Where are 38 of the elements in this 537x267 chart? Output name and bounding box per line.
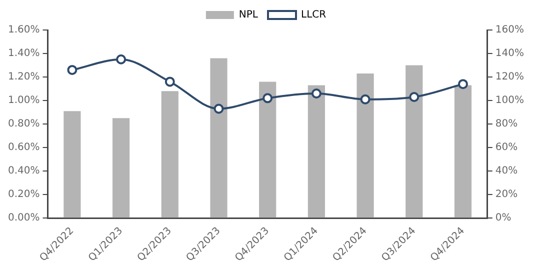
y-tick-label: 0.40% <box>8 166 40 177</box>
y-tick-label: 0.20% <box>8 189 40 200</box>
y2-tick-label: 0% <box>495 212 512 224</box>
y2-tick-label: 40% <box>495 166 518 177</box>
point <box>164 76 175 87</box>
point <box>409 92 420 102</box>
y-tick-label: 0.60% <box>8 142 40 154</box>
y-tick-label: 0.00% <box>8 212 40 224</box>
point <box>116 54 126 64</box>
bar <box>406 65 423 218</box>
y2-tick-label: 160% <box>495 24 524 36</box>
point <box>262 93 273 104</box>
bar <box>64 111 81 218</box>
y2-tick-label: 80% <box>495 118 518 130</box>
legend-label: LLCR <box>301 10 326 21</box>
legend-label: NPL <box>238 10 258 21</box>
y2-tick-label: 100% <box>495 95 524 106</box>
y2-tick-label: 20% <box>495 189 518 200</box>
bar <box>259 82 276 218</box>
y-tick-label: 1.40% <box>8 48 40 60</box>
y2-tick-label: 140% <box>495 48 524 60</box>
bar <box>356 73 374 218</box>
point <box>311 88 322 98</box>
y2-tick-label: 120% <box>495 72 524 83</box>
point <box>360 94 370 104</box>
y-tick-label: 1.00% <box>8 95 40 106</box>
bar <box>210 58 228 218</box>
bar <box>161 91 178 218</box>
y-tick-label: 1.60% <box>8 24 40 36</box>
bar <box>112 118 130 218</box>
bar <box>308 85 325 218</box>
point <box>67 64 78 75</box>
bar <box>454 85 472 218</box>
y2-tick-label: 60% <box>495 142 518 154</box>
y-tick-label: 0.80% <box>8 118 40 130</box>
point <box>214 104 224 114</box>
point <box>458 79 468 90</box>
y-tick-label: 1.20% <box>8 72 40 83</box>
